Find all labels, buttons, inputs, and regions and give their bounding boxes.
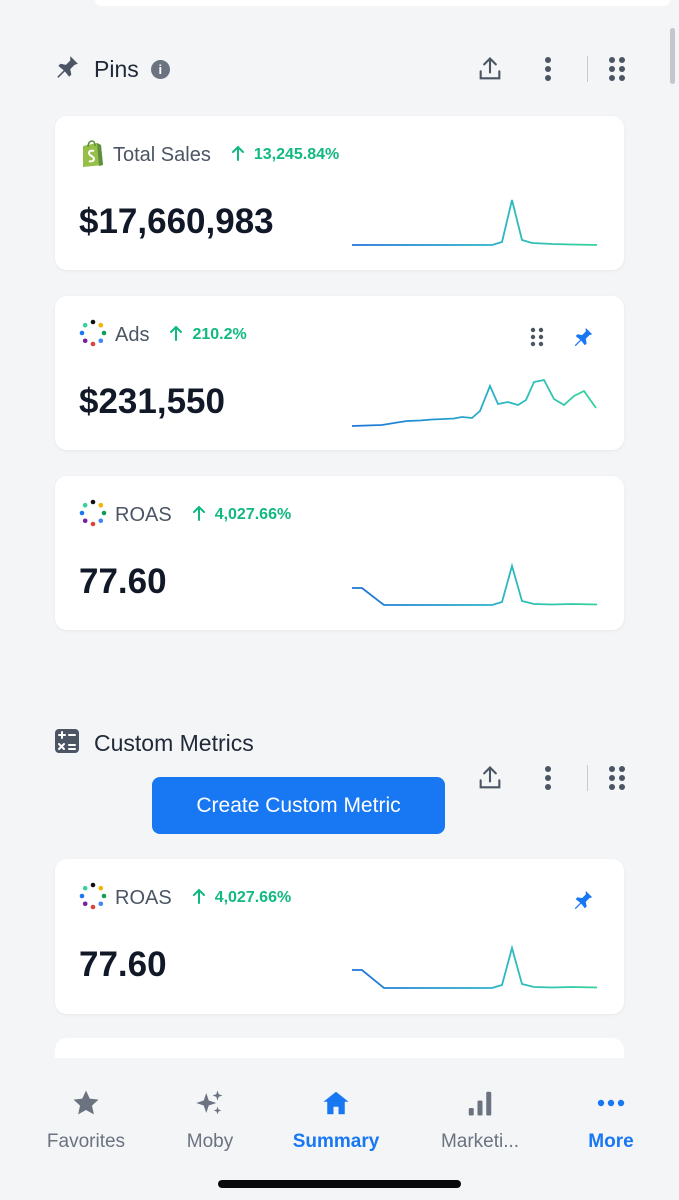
sparkline xyxy=(352,944,598,989)
arrow-up-icon xyxy=(231,145,245,166)
more-vertical-icon[interactable] xyxy=(531,52,565,86)
metric-card-total-sales[interactable]: Total Sales 13,245.84% $17,660,983 xyxy=(55,116,624,270)
change-value: 4,027.66% xyxy=(214,889,292,906)
change-indicator: 4,027.66% xyxy=(192,888,292,909)
drag-grid-icon[interactable] xyxy=(600,761,634,795)
custom-metrics-actions-row xyxy=(54,758,634,798)
metric-card-custom-roas[interactable]: ROAS 4,027.66% 77.60 xyxy=(55,859,624,1014)
custom-metrics-actions xyxy=(473,758,634,798)
scrollbar[interactable] xyxy=(670,28,675,84)
change-indicator: 210.2% xyxy=(169,325,247,346)
metric-label: Total Sales xyxy=(113,143,211,166)
card-actions xyxy=(530,326,594,353)
drag-grid-icon[interactable] xyxy=(600,52,634,86)
home-icon xyxy=(321,1088,351,1123)
metric-card-ads[interactable]: Ads 210.2% $231,550 xyxy=(55,296,624,450)
bar-chart-icon xyxy=(465,1088,495,1123)
calculator-icon xyxy=(54,728,80,759)
pin-icon xyxy=(54,54,80,85)
metric-label: Ads xyxy=(115,323,150,346)
more-vertical-icon[interactable] xyxy=(531,761,565,795)
sparkline xyxy=(352,378,597,427)
metric-card-roas[interactable]: ROAS 4,027.66% 77.60 xyxy=(55,476,624,630)
pins-title: Pins xyxy=(94,55,139,82)
metric-value: 77.60 xyxy=(79,562,167,601)
tab-label: Marketi... xyxy=(440,1131,520,1152)
tab-label: Favorites xyxy=(46,1131,126,1152)
pins-section-header: Pins i xyxy=(54,49,634,89)
divider xyxy=(587,56,588,82)
tab-label: Moby xyxy=(186,1131,234,1152)
arrow-up-icon xyxy=(192,505,206,526)
pinned-icon[interactable] xyxy=(572,889,594,916)
change-value: 13,245.84% xyxy=(253,146,340,163)
sparkles-icon xyxy=(195,1088,225,1123)
custom-metrics-header: Custom Metrics xyxy=(54,723,634,763)
shopify-icon xyxy=(79,139,105,172)
metric-value: 77.60 xyxy=(79,945,167,984)
metric-value: $17,660,983 xyxy=(79,202,274,241)
metric-value: $231,550 xyxy=(79,382,225,421)
share-icon[interactable] xyxy=(473,52,507,86)
metric-label: ROAS xyxy=(115,503,172,526)
divider xyxy=(587,765,588,791)
tab-label: More xyxy=(588,1131,634,1152)
pinned-icon[interactable] xyxy=(572,326,594,353)
arrow-up-icon xyxy=(169,325,183,346)
home-indicator[interactable] xyxy=(218,1180,461,1188)
change-value: 210.2% xyxy=(192,326,247,343)
tab-moby[interactable]: Moby xyxy=(150,1088,270,1153)
roas-dots-icon xyxy=(79,499,107,532)
roas-dots-icon xyxy=(79,882,107,915)
drag-handle-icon[interactable] xyxy=(530,327,544,352)
pins-actions xyxy=(473,49,634,89)
tab-summary[interactable]: Summary xyxy=(276,1088,396,1153)
create-custom-metric-button[interactable]: Create Custom Metric xyxy=(152,777,445,834)
share-icon[interactable] xyxy=(473,761,507,795)
sparkline xyxy=(352,199,598,246)
arrow-up-icon xyxy=(192,888,206,909)
sparkline xyxy=(352,562,598,606)
tab-label: Summary xyxy=(292,1131,380,1152)
tab-favorites[interactable]: Favorites xyxy=(26,1088,146,1153)
top-card-remnant xyxy=(0,0,679,22)
change-indicator: 4,027.66% xyxy=(192,505,292,526)
change-value: 4,027.66% xyxy=(214,506,292,523)
tab-more[interactable]: More xyxy=(551,1088,671,1153)
more-dots-icon xyxy=(596,1088,626,1123)
tab-marketing[interactable]: Marketi... xyxy=(420,1088,540,1153)
change-indicator: 13,245.84% xyxy=(231,145,339,166)
info-icon[interactable]: i xyxy=(150,59,170,79)
star-icon xyxy=(71,1088,101,1123)
card-actions xyxy=(572,889,594,916)
bottom-tab-bar: Favorites Moby Summary Marketi... More xyxy=(0,1058,679,1200)
ads-dots-icon xyxy=(79,319,107,352)
metric-label: ROAS xyxy=(115,886,172,909)
custom-metrics-title: Custom Metrics xyxy=(94,729,254,756)
